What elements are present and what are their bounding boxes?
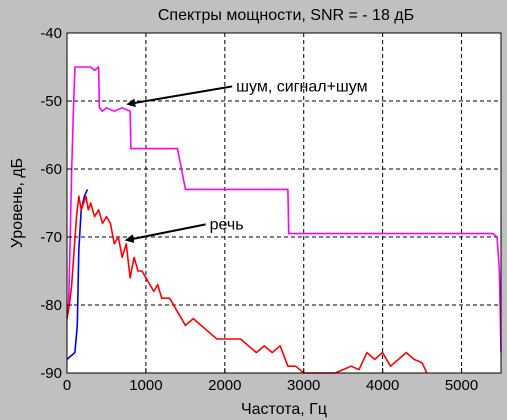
x-tick-label: 0 bbox=[63, 377, 71, 394]
axis-ticks: 0 1000 2000 3000 4000 5000 -40 -50 -60 -70 -80 -90 bbox=[40, 25, 478, 394]
y-tick-label: -50 bbox=[40, 93, 62, 110]
plot-frame bbox=[66, 32, 502, 374]
plot-area bbox=[67, 33, 501, 373]
y-tick-label: -90 bbox=[40, 365, 62, 382]
x-tick-label: 4000 bbox=[366, 377, 399, 394]
annotations: шум, сигнал+шум речь bbox=[124, 78, 368, 243]
y-tick-label: -70 bbox=[40, 229, 62, 246]
annotation-label: речь bbox=[210, 216, 244, 233]
x-axis-label: Частота, Гц bbox=[241, 401, 327, 418]
y-axis-label: Уровень, дБ bbox=[9, 158, 26, 248]
chart-title: Спектры мощности, SNR = - 18 дБ bbox=[158, 7, 414, 24]
series-0-line bbox=[66, 189, 89, 361]
series-2-line bbox=[66, 195, 428, 374]
y-tick-label: -80 bbox=[40, 297, 62, 314]
x-tick-label: 1000 bbox=[129, 377, 162, 394]
y-tick-label: -40 bbox=[40, 25, 62, 42]
annotation-arrow bbox=[132, 85, 233, 105]
annotation-arrowhead bbox=[126, 98, 136, 108]
series-group bbox=[66, 66, 502, 374]
x-tick-label: 3000 bbox=[287, 377, 320, 394]
x-tick-label: 5000 bbox=[445, 377, 478, 394]
annotation-label: шум, сигнал+шум bbox=[236, 78, 367, 95]
y-tick-label: -60 bbox=[40, 161, 62, 178]
x-tick-label: 2000 bbox=[208, 377, 241, 394]
annotation-arrow bbox=[130, 223, 206, 241]
annotation-arrowhead bbox=[124, 234, 135, 243]
series-1-line bbox=[66, 66, 502, 353]
